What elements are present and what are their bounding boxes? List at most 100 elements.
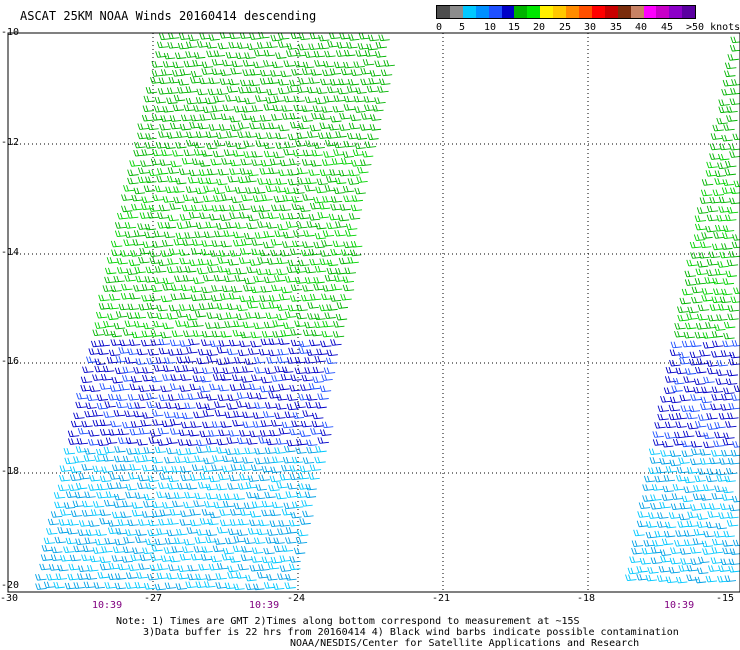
- wind-barb: [70, 510, 83, 517]
- wind-barb: [688, 405, 701, 413]
- wind-barb: [683, 539, 696, 547]
- wind-barb: [695, 268, 707, 276]
- wind-barb: [203, 500, 216, 508]
- wind-barb: [114, 573, 127, 580]
- wind-barb: [712, 124, 724, 132]
- wind-barb: [726, 115, 738, 122]
- wind-barb: [289, 473, 301, 481]
- wind-barb: [185, 97, 198, 105]
- wind-barb: [202, 106, 215, 114]
- wind-barb: [92, 374, 104, 381]
- wind-barb: [319, 250, 332, 257]
- note-line-3: NOAA/NESDIS/Center for Satellite Applica…: [290, 638, 640, 649]
- wind-barb: [324, 50, 336, 58]
- wind-barb: [725, 270, 737, 278]
- wind-barb: [278, 124, 290, 132]
- wind-barb: [201, 465, 214, 473]
- wind-barb: [239, 383, 252, 391]
- wind-barb: [129, 292, 141, 300]
- wind-barb: [708, 251, 721, 259]
- colorbar-swatch: [630, 6, 644, 18]
- wind-barb: [167, 518, 179, 525]
- wind-barb: [189, 509, 201, 516]
- wind-barb: [725, 160, 737, 168]
- wind-barb: [221, 553, 234, 561]
- wind-barb: [75, 482, 88, 490]
- wind-barb: [322, 69, 334, 77]
- wind-barb: [309, 293, 322, 301]
- wind-barb: [233, 493, 245, 501]
- wind-barb: [114, 367, 127, 375]
- wind-barb: [275, 403, 287, 410]
- wind-barb: [209, 340, 222, 348]
- wind-barb: [251, 239, 263, 246]
- wind-barb: [148, 169, 160, 177]
- wind-barb: [134, 141, 146, 149]
- wind-barb: [212, 367, 225, 374]
- wind-barb: [134, 266, 146, 274]
- wind-barb: [728, 251, 740, 258]
- wind-barb: [314, 321, 326, 329]
- wind-barb: [313, 276, 325, 284]
- wind-barb: [213, 195, 225, 202]
- wind-barb: [274, 447, 286, 454]
- wind-barb: [342, 185, 355, 193]
- wind-barb: [260, 420, 273, 427]
- wind-barb: [208, 77, 220, 85]
- wind-barb: [151, 465, 164, 472]
- wind-barb: [181, 204, 194, 212]
- wind-barb: [158, 518, 170, 526]
- wind-barb: [721, 288, 733, 296]
- wind-barb: [194, 231, 206, 238]
- wind-barb: [228, 41, 240, 49]
- wind-barb: [173, 492, 186, 499]
- wind-barb: [275, 132, 287, 140]
- wind-barb: [177, 87, 189, 94]
- wind-barb: [287, 212, 300, 220]
- wind-barb: [160, 331, 172, 339]
- wind-barb: [697, 468, 709, 475]
- wind-barb: [89, 385, 101, 393]
- wind-barb: [114, 222, 127, 229]
- wind-barb: [659, 457, 671, 465]
- wind-barb: [279, 555, 291, 562]
- wind-barb: [727, 512, 739, 519]
- wind-barb: [655, 466, 668, 474]
- wind-barb: [340, 293, 352, 301]
- wind-barb: [631, 547, 643, 555]
- wind-barb: [693, 378, 706, 386]
- wind-barb: [337, 87, 349, 95]
- wind-barb: [263, 142, 275, 149]
- wind-barb: [687, 511, 699, 519]
- wind-barb: [645, 531, 658, 539]
- wind-barb: [683, 376, 695, 383]
- wind-barb: [141, 455, 154, 462]
- wind-barb: [211, 330, 224, 338]
- wind-barb: [236, 304, 248, 312]
- wind-barb: [254, 402, 266, 409]
- wind-barb: [240, 331, 252, 339]
- wind-barb: [684, 279, 697, 286]
- wind-barb: [296, 529, 309, 537]
- wind-barb: [145, 482, 157, 490]
- wind-barb: [689, 241, 702, 249]
- wind-barb: [54, 536, 66, 544]
- wind-barb: [88, 484, 100, 491]
- wind-barb: [317, 211, 329, 219]
- wind-barb: [221, 59, 234, 67]
- wind-barb: [205, 483, 217, 491]
- wind-barb: [306, 131, 319, 138]
- wind-barb: [137, 474, 150, 482]
- wind-barb: [689, 547, 702, 554]
- wind-barb: [342, 276, 354, 283]
- wind-barb: [327, 86, 339, 94]
- wind-barb: [313, 196, 325, 204]
- wind-barb: [308, 383, 321, 390]
- wind-barb: [722, 278, 735, 285]
- wind-barb: [222, 547, 235, 555]
- wind-barb: [654, 422, 666, 429]
- wind-barb: [212, 374, 225, 381]
- wind-barb: [64, 582, 77, 590]
- wind-barb: [355, 87, 367, 94]
- wind-barb: [322, 230, 335, 237]
